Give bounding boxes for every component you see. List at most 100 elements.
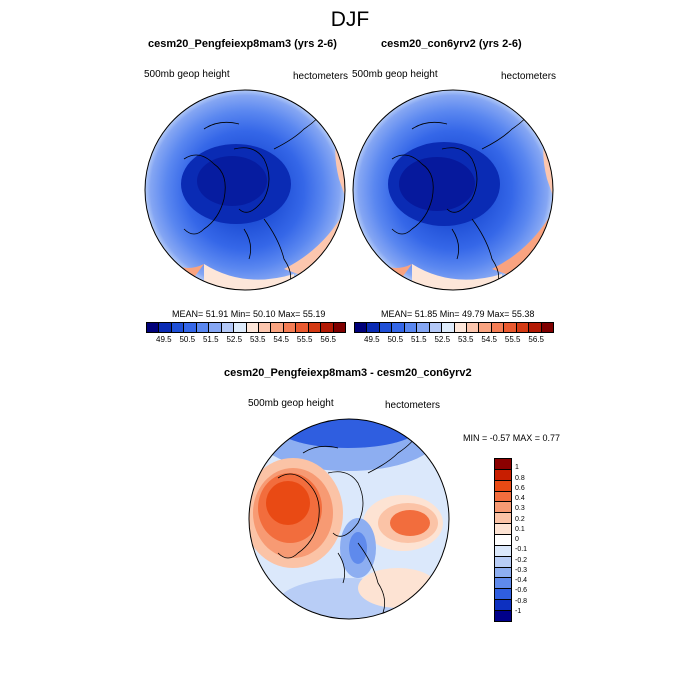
panel-1-colorbar: 49.5 50.5 51.5 52.5 53.5 54.5 55.5 56.5: [146, 322, 346, 344]
colorbar-tick-label: -0.6: [515, 587, 528, 595]
colorbar-tick-label: 51.5: [410, 335, 427, 344]
colorbar-swatch: [495, 600, 511, 612]
colorbar-swatch: [495, 469, 511, 481]
colorbar-swatch: [541, 323, 553, 332]
diff-map: [248, 418, 450, 620]
colorbar-swatch: [495, 535, 511, 546]
colorbar-swatch: [417, 323, 430, 332]
colorbar-swatch: [246, 323, 259, 332]
panel-1-stats: MEAN= 51.91 Min= 50.10 Max= 55.19: [172, 309, 326, 319]
colorbar-tick-label: -0.4: [515, 577, 528, 584]
colorbar-swatch: [466, 323, 480, 332]
panel-1-right-label: hectometers: [293, 71, 349, 82]
panel-2-colorbar-ticks: 49.5 50.5 51.5 52.5 53.5 54.5 55.5 56.5: [354, 333, 554, 344]
colorbar-swatch: [495, 556, 511, 568]
panel-2-title: cesm20_con6yrv2 (yrs 2-6): [381, 38, 522, 50]
colorbar-swatch: [404, 323, 418, 332]
panel-1-title: cesm20_Pengfeiexp8mam3 (yrs 2-6): [148, 38, 337, 50]
colorbar-swatch: [516, 323, 530, 332]
colorbar-swatch: [258, 323, 272, 332]
panel-1-polar-map: [144, 89, 346, 291]
colorbar-tick-label: 0.8: [515, 474, 525, 482]
colorbar-swatch: [196, 323, 210, 332]
colorbar-tick-label: 50.5: [387, 335, 404, 344]
panel-1-colorbar-ticks: 49.5 50.5 51.5 52.5 53.5 54.5 55.5 56.5: [146, 333, 346, 344]
colorbar-swatch: [221, 323, 235, 332]
colorbar-swatch: [209, 323, 222, 332]
colorbar-tick-label: 0: [515, 536, 519, 543]
colorbar-swatch: [184, 323, 197, 332]
colorbar-tick-label: 53.5: [249, 335, 266, 344]
diff-right-label: hectometers: [385, 400, 441, 411]
colorbar-swatch: [159, 323, 172, 332]
colorbar-swatch: [491, 323, 505, 332]
colorbar-tick-label: 55.5: [504, 335, 521, 344]
colorbar-swatch: [429, 323, 443, 332]
colorbar-swatch: [283, 323, 297, 332]
diff-left-label: 500mb geop height: [248, 398, 334, 409]
colorbar-swatch: [495, 513, 511, 525]
colorbar-swatch: [495, 491, 511, 503]
panel-2-right-label: hectometers: [501, 71, 557, 82]
colorbar-tick-label: 49.5: [156, 335, 172, 344]
colorbar-swatch: [379, 323, 393, 332]
colorbar-tick-label: 56.5: [528, 335, 544, 344]
colorbar-swatch: [392, 323, 405, 332]
colorbar-swatch: [333, 323, 345, 332]
colorbar-tick-label: 52.5: [226, 335, 243, 344]
colorbar-swatch: [495, 545, 511, 557]
panel-1-colorbar-swatches: [146, 322, 346, 333]
diff-colorbar: 1 0.8 0.6 0.4 0.3 0.2 0.1 0 -0.1 -0.2 -0.3 -0.4 -0.6…: [494, 458, 545, 622]
colorbar-swatch: [529, 323, 542, 332]
panel-2-left-label: 500mb geop height: [352, 69, 438, 80]
colorbar-tick-label: -0.8: [515, 597, 528, 605]
colorbar-tick-label: 54.5: [481, 335, 497, 344]
panel-1-map: [144, 89, 346, 291]
colorbar-tick-label: -0.1: [515, 546, 528, 554]
colorbar-tick-label: 1: [515, 464, 519, 472]
colorbar-swatch: [495, 578, 511, 590]
colorbar-swatch: [495, 611, 511, 621]
colorbar-swatch: [504, 323, 517, 332]
diff-title: cesm20_Pengfeiexp8mam3 - cesm20_con6yrv2: [224, 367, 472, 379]
panel-2-colorbar: 49.5 50.5 51.5 52.5 53.5 54.5 55.5 56.5: [354, 322, 554, 344]
colorbar-swatch: [271, 323, 284, 332]
colorbar-swatch: [495, 502, 511, 514]
colorbar-tick-label: 0.6: [515, 484, 525, 492]
colorbar-swatch: [495, 567, 511, 579]
colorbar-swatch: [495, 459, 511, 470]
colorbar-tick-label: 53.5: [457, 335, 474, 344]
diff-polar-map: [248, 418, 450, 620]
colorbar-swatch: [495, 480, 511, 492]
colorbar-tick-label: 50.5: [179, 335, 196, 344]
colorbar-swatch: [147, 323, 160, 332]
colorbar-swatch: [296, 323, 309, 332]
panel-2-polar-map: [352, 89, 554, 291]
colorbar-swatch: [454, 323, 467, 332]
panel-1-left-label: 500mb geop height: [144, 69, 230, 80]
panel-2-colorbar-swatches: [354, 322, 554, 333]
panel-2-map: [352, 89, 554, 291]
colorbar-tick-label: 56.5: [320, 335, 336, 344]
colorbar-tick-label: 0.4: [515, 495, 525, 502]
colorbar-swatch: [495, 589, 511, 601]
colorbar-swatch: [355, 323, 368, 332]
colorbar-tick-label: 0.1: [515, 525, 525, 533]
colorbar-swatch: [495, 524, 511, 536]
diff-colorbar-ticks: 1 0.8 0.6 0.4 0.3 0.2 0.1 0 -0.1 -0.2 -0.3 -0.4 -0.6…: [515, 458, 545, 622]
colorbar-tick-label: -0.3: [515, 566, 528, 574]
colorbar-tick-label: 51.5: [202, 335, 219, 344]
colorbar-tick-label: 49.5: [364, 335, 380, 344]
figure-title: DJF: [330, 8, 370, 31]
colorbar-tick-label: -0.2: [515, 556, 528, 564]
colorbar-swatch: [479, 323, 492, 332]
colorbar-swatch: [367, 323, 380, 332]
colorbar-swatch: [442, 323, 455, 332]
diff-stats: MIN = -0.57 MAX = 0.77: [463, 433, 561, 443]
colorbar-tick-label: 52.5: [434, 335, 451, 344]
panel-2-stats: MEAN= 51.85 Min= 49.79 Max= 55.38: [381, 309, 535, 319]
colorbar-tick-label: 0.2: [515, 515, 525, 523]
colorbar-tick-label: 0.3: [515, 505, 525, 513]
diff-colorbar-swatches: [494, 458, 512, 622]
colorbar-swatch: [308, 323, 322, 332]
